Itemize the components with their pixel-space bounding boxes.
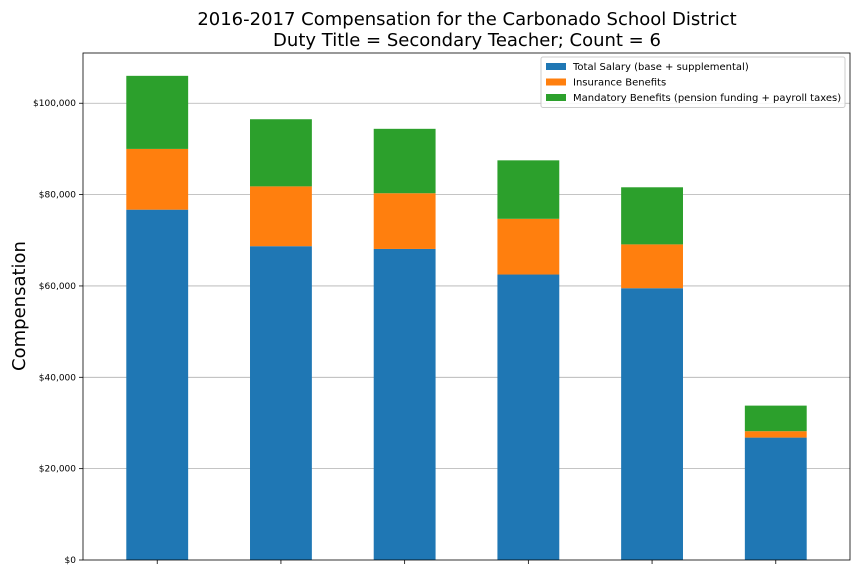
bar-segment-s0-5: [744, 437, 807, 560]
bar-segment-s0-1: [250, 246, 312, 560]
y-tick-label: $0: [65, 556, 77, 566]
chart-subtitle: Duty Title = Secondary Teacher; Count = …: [273, 30, 661, 51]
legend: Total Salary (base + supplemental) Insura…: [540, 56, 846, 108]
bar-segment-s2-0: [126, 75, 189, 149]
legend-label: Total Salary (base + supplemental): [572, 62, 749, 73]
legend-label: Mandatory Benefits (pension funding + pa…: [573, 93, 841, 104]
plot-frame: [82, 52, 851, 561]
legend-box: [540, 56, 846, 108]
legend-label: Insurance Benefits: [573, 78, 666, 89]
bar-segment-s2-2: [373, 128, 436, 194]
y-tick-label: $40,000: [39, 373, 76, 383]
grid-lines: [83, 102, 850, 470]
bar-segment-s1-3: [497, 218, 560, 275]
bar-segment-s1-2: [373, 193, 436, 249]
y-tick-label: $20,000: [39, 465, 76, 475]
y-tick-label: $60,000: [39, 282, 76, 292]
y-tick-label: $100,000: [33, 99, 76, 109]
bar-segment-s1-5: [744, 431, 807, 438]
y-axis-label: Compensation: [9, 241, 30, 371]
legend-swatch: [546, 63, 566, 70]
y-tick-label: $80,000: [39, 191, 76, 201]
bar-segment-s2-5: [744, 405, 807, 432]
bar-segment-s1-4: [621, 244, 683, 289]
bar-segment-s0-2: [373, 248, 436, 560]
bars: [126, 75, 807, 560]
legend-swatch: [546, 94, 566, 101]
bar-segment-s2-3: [497, 160, 560, 219]
bar-segment-s0-4: [621, 288, 683, 560]
bar-segment-s2-4: [621, 187, 683, 245]
bar-segment-s1-0: [126, 148, 189, 210]
bar-segment-s0-0: [126, 209, 189, 560]
bar-segment-s2-1: [250, 119, 312, 187]
chart-title: 2016-2017 Compensation for the Carbonado…: [197, 9, 736, 30]
axes: $0 $20,000 $40,000 $60,000 $80,000 $100,000: [33, 52, 851, 566]
bar-segment-s1-1: [250, 186, 312, 247]
legend-swatch: [546, 78, 566, 86]
bar-segment-s0-3: [497, 274, 560, 560]
